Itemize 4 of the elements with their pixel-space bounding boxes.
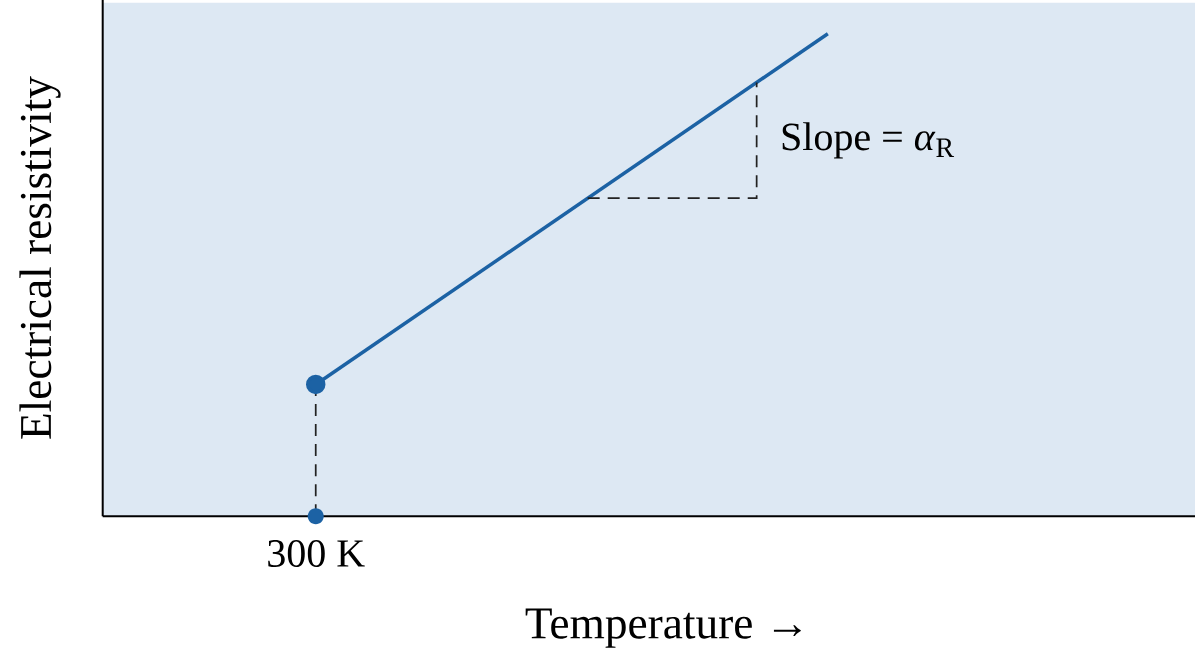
y-axis-title: Electrical resistivity: [19, 76, 61, 439]
text: 300 K: [268, 540, 365, 568]
x-axis-title: Temperature →: [525, 608, 801, 649]
annotation: Slope = α$_{R}$: [782, 122, 955, 159]
